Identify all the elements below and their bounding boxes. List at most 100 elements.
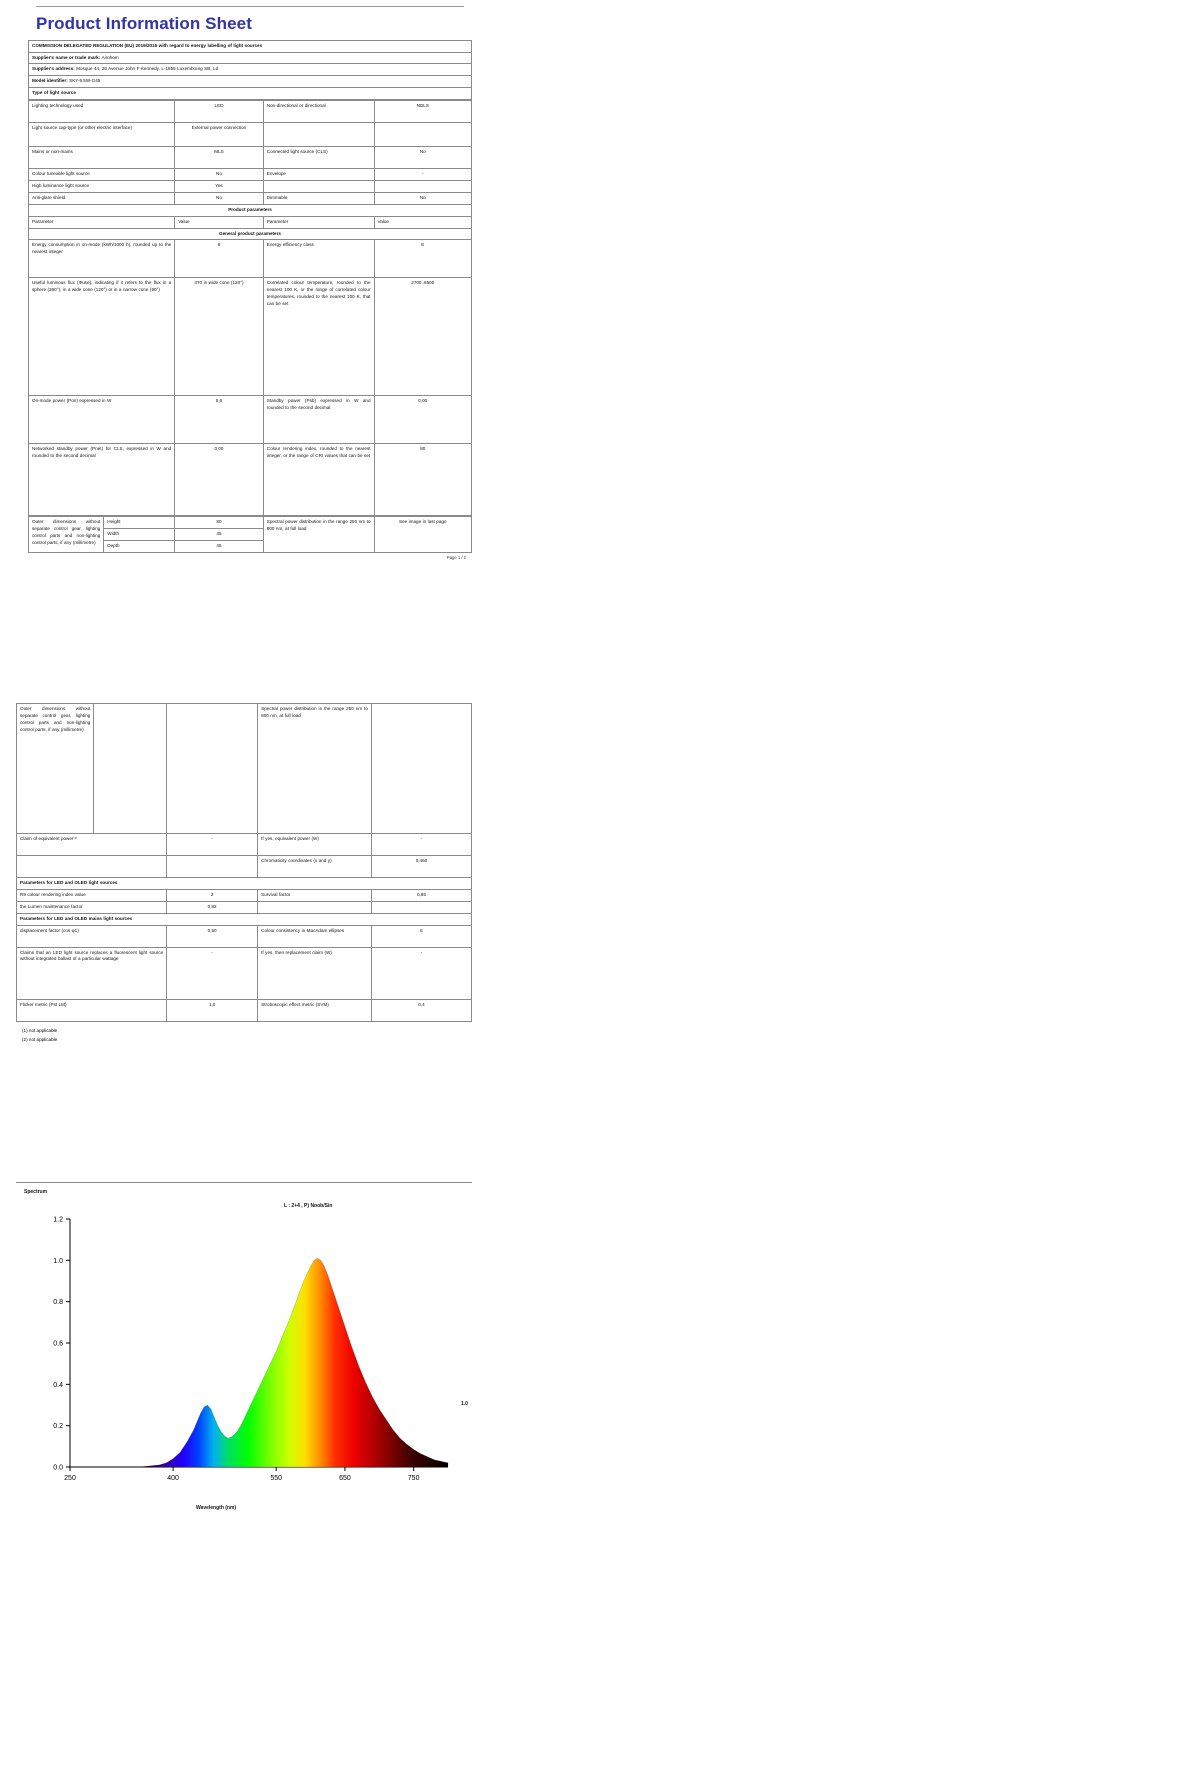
table-row: Lighting technology used LED Non-directi… bbox=[27, 100, 473, 124]
plot-area: 0.0 0.2 0.4 0.6 0.8 1.0 1.2 250 400 550 650 750 bbox=[24, 1205, 464, 1505]
param-cell bbox=[262, 180, 375, 193]
outer-dimensions-label-continued: Outer dimensions without separate contro… bbox=[15, 703, 95, 834]
param-cell: Useful luminous flux (Φuse), indicating … bbox=[27, 277, 176, 397]
footnote-1: (1) not applicable bbox=[22, 1027, 58, 1033]
table-row: Outer dimensions without separate contro… bbox=[15, 703, 473, 834]
table-row: On-mode power (Pon) expressed in W 5,6 S… bbox=[27, 395, 473, 445]
param-cell: Mains or non-mains bbox=[27, 146, 176, 170]
table-row: the Lumen maintenance factor 0,82 bbox=[15, 900, 473, 914]
dimension-name: Width bbox=[103, 527, 176, 541]
supplier-name-label: Supplier's name or trade mark: bbox=[32, 54, 101, 60]
header-value-1: Value bbox=[174, 215, 264, 229]
param-cell: Energy consumption in on-mode (kWh/1000 … bbox=[27, 239, 176, 279]
value-cell: E bbox=[373, 239, 473, 279]
product-parameters-band: Product parameters bbox=[28, 203, 472, 217]
outer-dimensions-label: Outer dimensions without separate contro… bbox=[27, 515, 105, 553]
svg-text:0.0: 0.0 bbox=[53, 1465, 63, 1472]
parameters-header-row: Parameter Value Parameter Value bbox=[27, 215, 473, 229]
param-cell: R9 colour rendering index value bbox=[15, 888, 168, 902]
header-parameter-1: Parameter bbox=[27, 215, 176, 229]
footnote-2: (2) not applicable bbox=[22, 1036, 58, 1042]
value-cell: 80 bbox=[373, 443, 473, 517]
model-identifier-value: SKY-5.5W-G45 bbox=[69, 78, 101, 84]
value-cell: LED bbox=[174, 100, 264, 124]
param-cell: Light source cap-type (or other electric… bbox=[27, 122, 176, 148]
spectral-power-distribution-chart: Spectrum L : 2+4 , P) Noob/Sin bbox=[16, 1182, 472, 1527]
dimension-value: 45 bbox=[174, 539, 264, 553]
param-cell: Envelope bbox=[262, 168, 375, 182]
product-information-sheet-page-1: Product Information Sheet COMMISSION DEL… bbox=[27, 6, 473, 560]
param-cell bbox=[15, 855, 168, 878]
param-cell: Claims that an LED light source replaces… bbox=[15, 946, 168, 1000]
outer-dimensions-table: Outer dimensions without separate contro… bbox=[27, 515, 473, 553]
svg-text:550: 550 bbox=[270, 1475, 282, 1482]
svg-text:400: 400 bbox=[167, 1475, 179, 1482]
dimension-name: Depth bbox=[103, 539, 176, 553]
value-cell: 1,0 bbox=[166, 998, 259, 1022]
svg-text:0.6: 0.6 bbox=[53, 1341, 63, 1348]
value-cell: 6 bbox=[370, 924, 473, 948]
table-row: Mains or non-mains MLS Connected light s… bbox=[27, 146, 473, 170]
page-footer: Page 1 / 2 bbox=[446, 554, 466, 560]
param-cell: Survival factor bbox=[257, 888, 372, 902]
param-cell: Stroboscopic effect metric (SVM) bbox=[257, 998, 372, 1022]
value-cell: 0,00 bbox=[174, 443, 264, 517]
param-cell: Claim of equivalent power⁽¹⁾ bbox=[15, 833, 168, 856]
spacer-cell bbox=[166, 703, 259, 834]
param-cell: Chromaticity coordinates (x and y) bbox=[257, 855, 372, 878]
dimension-value: 80 bbox=[174, 515, 264, 529]
dimension-value: 45 bbox=[174, 527, 264, 541]
right-marker-label: 1.0 bbox=[461, 1401, 468, 1407]
table-row: Colour tuneable light source No Envelope… bbox=[27, 168, 473, 182]
supplier-name-row: Supplier's name or trade mark: Airohom bbox=[28, 51, 472, 65]
supplier-name-value: Airohom bbox=[101, 54, 119, 60]
regulation-note: COMMISSION DELEGATED REGULATION (EU) 201… bbox=[28, 39, 472, 53]
param-cell: If yes, equivalent power (W) bbox=[257, 833, 372, 856]
led-parameters-band: Parameters for LED and OLED light source… bbox=[16, 877, 472, 890]
top-rule bbox=[36, 6, 464, 7]
product-parameters-band-row: Product parameters bbox=[28, 203, 472, 217]
table-row: High luminance light source Yes bbox=[27, 180, 473, 193]
param-cell: Spectral power distribution in the range… bbox=[262, 515, 375, 553]
type-of-light-source-table: Lighting technology used LED Non-directi… bbox=[27, 100, 473, 517]
value-cell: - bbox=[166, 833, 259, 856]
value-cell: 0,50 bbox=[166, 924, 259, 948]
param-cell: Anti-glare shield bbox=[27, 191, 176, 205]
chart-title: Spectrum bbox=[24, 1189, 48, 1195]
page-title: Product Information Sheet bbox=[36, 14, 252, 33]
param-cell: Dimmable bbox=[262, 191, 375, 205]
value-cell: 0,460 bbox=[370, 855, 473, 878]
param-cell: If yes, then replacement claim (W) bbox=[257, 946, 372, 1000]
dimension-name: Height bbox=[103, 515, 176, 529]
table-row: R9 colour rendering index value 2 Surviv… bbox=[15, 888, 473, 902]
value-cell: - bbox=[370, 833, 473, 856]
svg-text:750: 750 bbox=[408, 1475, 420, 1482]
table-row: Chromaticity coordinates (x and y) 0,460 bbox=[15, 855, 473, 878]
value-cell: 2700..6500 bbox=[373, 277, 473, 397]
param-cell: Colour consistency in MacAdam ellipses bbox=[257, 924, 372, 948]
value-cell bbox=[373, 180, 473, 193]
value-cell: No bbox=[373, 146, 473, 170]
supplier-name-cell: Supplier's name or trade mark: Airohom bbox=[28, 51, 472, 65]
table-row: Networked standby power (Pnet) for CLS, … bbox=[27, 443, 473, 517]
value-cell: - bbox=[370, 946, 473, 1000]
supplier-address-label: Supplier's address: bbox=[32, 66, 75, 72]
table-row: Anti-glare shield No Dimmable No bbox=[27, 191, 473, 205]
value-cell: NDLS bbox=[373, 100, 473, 124]
supplier-address-cell: Supplier's address: Mosque 44, 26 Avenue… bbox=[28, 63, 472, 77]
svg-text:0.4: 0.4 bbox=[53, 1382, 63, 1389]
general-parameters-band: General product parameters bbox=[28, 227, 472, 241]
table-row: Outer dimensions without separate contro… bbox=[27, 515, 473, 553]
param-cell: On-mode power (Pon) expressed in W bbox=[27, 395, 176, 445]
param-cell: Flicker metric (Pst LM) bbox=[15, 998, 168, 1022]
table-row: Claims that an LED light source replaces… bbox=[15, 946, 473, 1000]
spacer-cell bbox=[93, 703, 168, 834]
header-parameter-2: Parameter bbox=[262, 215, 375, 229]
param-cell: Energy efficiency class bbox=[262, 239, 375, 279]
value-cell: No bbox=[174, 191, 264, 205]
model-identifier-label: Model identifier: bbox=[32, 78, 68, 84]
type-of-light-source-heading-row: Type of light source bbox=[28, 87, 472, 101]
param-cell: Spectral power distribution in the range… bbox=[257, 703, 372, 834]
param-cell: Colour rendering index, rounded to the n… bbox=[262, 443, 375, 517]
value-cell: - bbox=[166, 946, 259, 1000]
